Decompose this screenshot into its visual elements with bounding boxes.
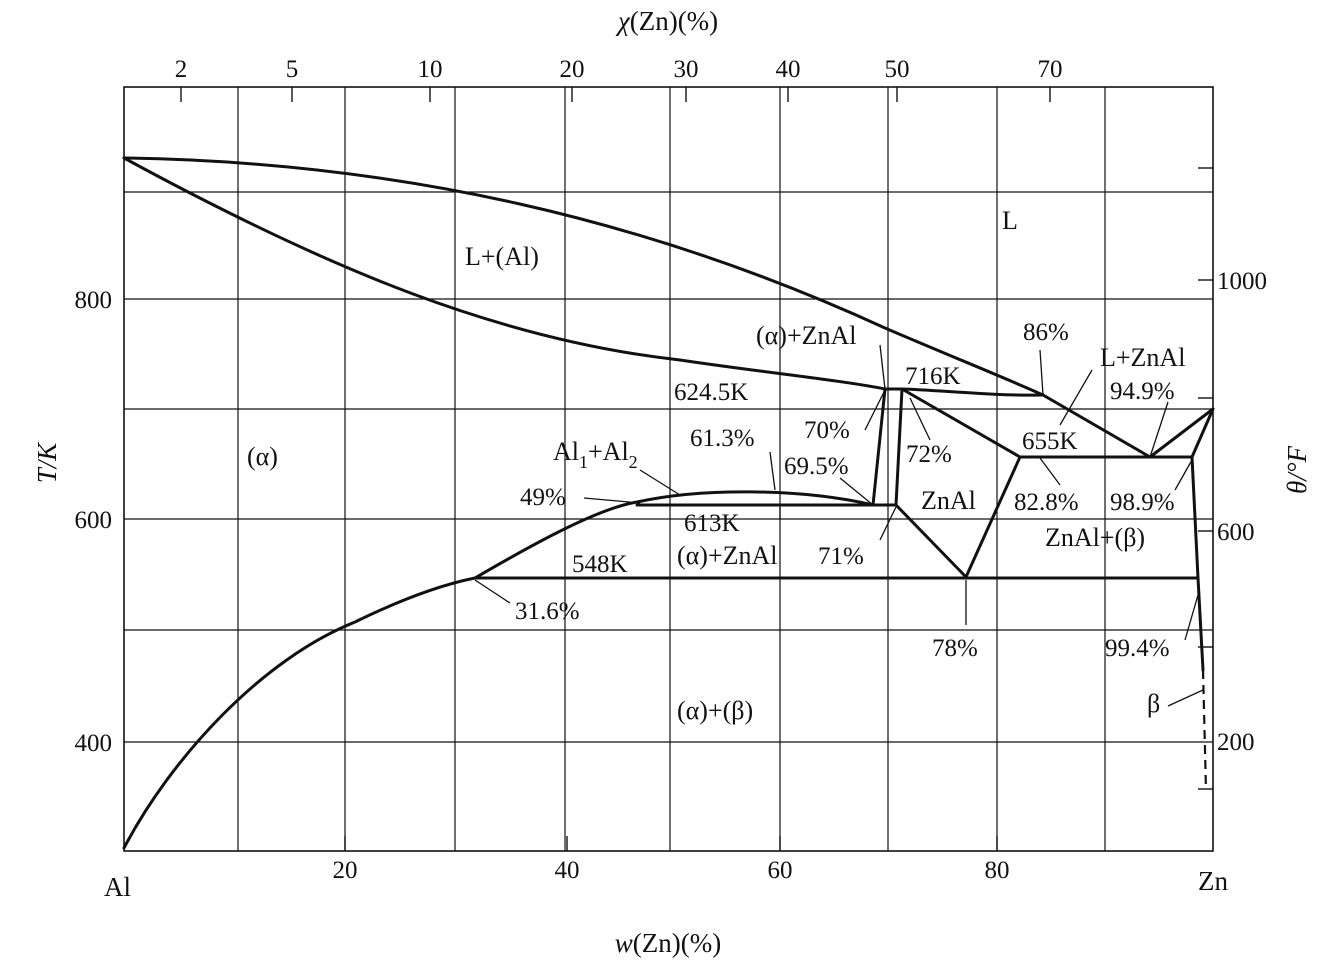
bottom-tick-marks [344, 836, 998, 851]
bottom-tick-label: 60 [768, 857, 793, 884]
top-tick-label: 70 [1038, 56, 1063, 83]
liquidus-curve-al-side [122, 156, 1045, 397]
right-tick-label: 600 [1217, 519, 1255, 546]
region-label-alpha-beta: (α)+(β) [677, 696, 753, 725]
beta-solvus [1190, 407, 1215, 672]
leader-lines [474, 344, 1204, 707]
right-tick-marks [1198, 167, 1213, 790]
corner-label-al: Al [104, 872, 131, 902]
annotations: 716K 624.5K 655K 613K 548K 86% 94.9% 70%… [515, 319, 1175, 662]
bottom-tick-label: 80 [985, 857, 1010, 884]
region-label-znal: ZnAl [921, 486, 976, 515]
top-tick-label: 2 [175, 56, 188, 83]
bottom-axis-title: w(Zn)(%) [615, 928, 721, 958]
annotation-61-3-percent: 61.3% [690, 425, 755, 452]
region-label-l-plus-znal: L+ZnAl [1100, 343, 1185, 372]
annotation-716k: 716K [905, 363, 961, 390]
top-tick-label: 40 [776, 56, 801, 83]
annotation-82-8-percent: 82.8% [1014, 489, 1079, 516]
phase-boundaries [122, 156, 1215, 850]
grid-lines [124, 87, 1213, 851]
region-label-liquid: L [1002, 206, 1018, 235]
annotation-624-5k: 624.5K [674, 379, 748, 406]
left-eutectoid-vertical [871, 387, 887, 507]
annotation-78-percent: 78% [932, 635, 978, 662]
top-tick-label: 10 [418, 56, 443, 83]
annotation-613k: 613K [684, 510, 740, 537]
right-tick-label: 200 [1217, 729, 1255, 756]
solvus-curve [122, 576, 477, 850]
monotectoid-horizontal-716 [883, 387, 1045, 397]
bottom-tick-label: 20 [333, 857, 358, 884]
top-tick-label: 20 [560, 56, 585, 83]
annotation-98-9-percent: 98.9% [1110, 489, 1175, 516]
top-tick-marks [180, 87, 1051, 102]
region-label-alpha: (α) [247, 442, 278, 471]
left-tick-label: 400 [75, 730, 113, 757]
left-tick-label: 600 [75, 507, 113, 534]
annotation-49-percent: 49% [520, 484, 566, 511]
miscibility-gap-dome [473, 490, 875, 580]
left-axis-title: T/K [32, 441, 62, 484]
znal-boundary-left [894, 387, 1022, 579]
region-label-al1-al2: Al1+Al2 [553, 437, 638, 472]
annotation-86-percent: 86% [1023, 319, 1069, 346]
region-labels: L L+(Al) (α) Al1+Al2 (α)+ZnAl (α)+ZnAl Z… [247, 206, 1185, 725]
top-tick-label: 50 [885, 56, 910, 83]
solidus-curve [122, 156, 887, 391]
annotation-94-9-percent: 94.9% [1110, 378, 1175, 405]
right-tick-labels: 1000 600 200 [1217, 268, 1267, 756]
top-tick-labels: 2 5 10 20 30 40 50 70 [175, 56, 1063, 83]
region-label-l-plus-al: L+(Al) [465, 242, 539, 271]
znal-upper-boundary [900, 387, 1022, 459]
right-axis-title: θ/°F [1282, 445, 1312, 494]
annotation-72-percent: 72% [906, 441, 952, 468]
right-tick-label: 1000 [1217, 268, 1267, 295]
plot-frame [123, 86, 1214, 852]
left-tick-labels: 800 600 400 [75, 287, 113, 757]
top-tick-label: 5 [286, 56, 299, 83]
beta-solvus-dashed [1201, 669, 1208, 791]
annotation-71-percent: 71% [818, 543, 864, 570]
annotation-548k: 548K [572, 551, 628, 578]
region-label-znal-beta: ZnAl+(β) [1045, 523, 1145, 552]
annotation-99-4-percent: 99.4% [1105, 635, 1170, 662]
corner-label-zn: Zn [1198, 866, 1228, 896]
bottom-tick-label: 40 [555, 857, 580, 884]
top-tick-label: 30 [674, 56, 699, 83]
annotation-69-5-percent: 69.5% [784, 453, 849, 480]
annotation-70-percent: 70% [804, 417, 850, 444]
annotation-31-6-percent: 31.6% [515, 598, 580, 625]
bottom-tick-labels: 20 40 60 80 [333, 857, 1010, 884]
annotation-655k: 655K [1022, 428, 1078, 455]
top-axis-title: χ(Zn)(%) [615, 6, 718, 36]
region-label-alpha-znal-lower: (α)+ZnAl [677, 541, 777, 570]
left-tick-label: 800 [75, 287, 113, 314]
region-label-beta: β [1147, 689, 1160, 718]
region-label-alpha-znal-upper: (α)+ZnAl [756, 321, 856, 350]
